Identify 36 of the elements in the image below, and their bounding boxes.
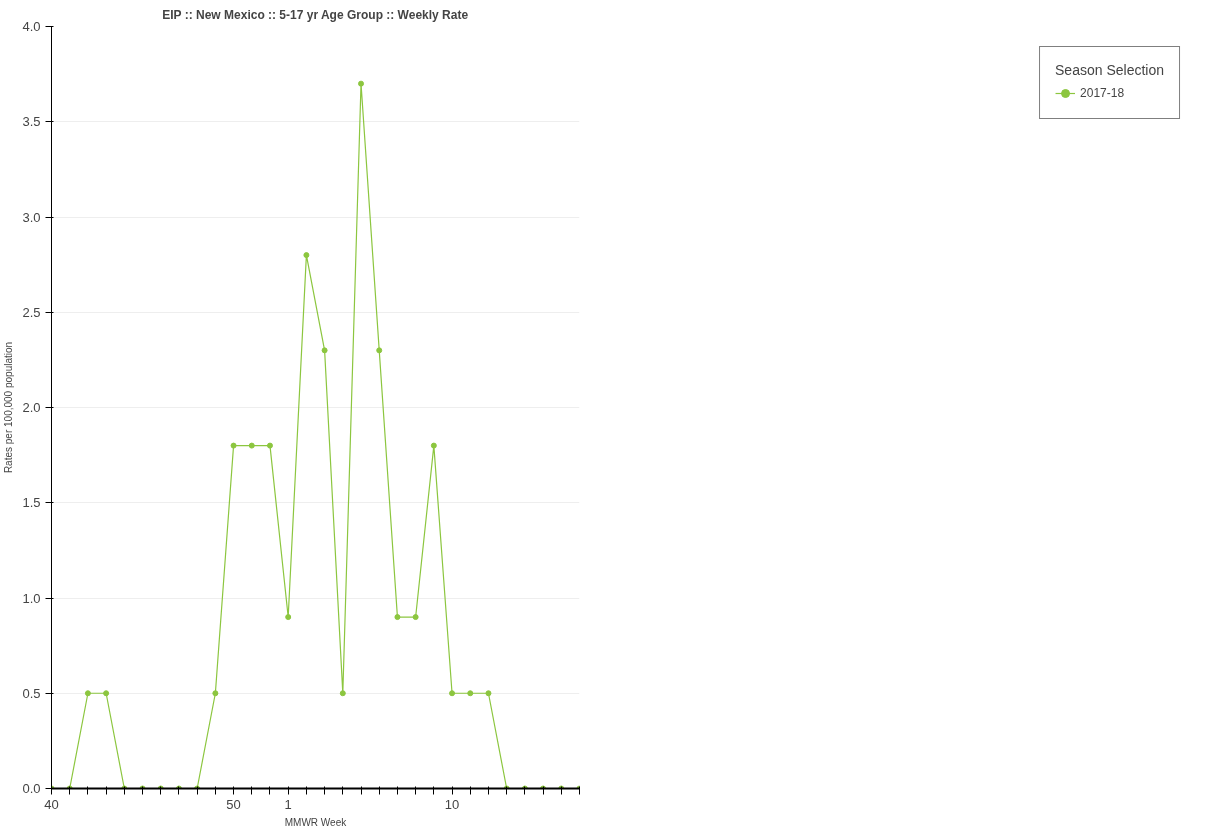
legend-label: 2017-18 [1080,86,1125,100]
x-tick-label: 50 [226,796,241,812]
point [376,347,383,354]
y-tick-label: 4.0 [22,19,41,34]
point [467,690,474,697]
point [321,347,328,354]
point [412,614,419,621]
y-tick-label: 3.5 [22,114,41,130]
point [303,252,310,259]
y-tick-label: 2.0 [22,400,41,415]
y-tick-label: 1.5 [22,495,41,511]
x-axis-title: MMWR Week [284,816,348,828]
chart-title: EIP :: New Mexico :: 5-17 yr Age Group :: Weekly Rate [162,7,469,22]
point [212,690,219,697]
y-tick-label: 2.5 [22,304,41,320]
point [394,614,401,621]
point [285,614,292,621]
point [339,690,346,697]
point [266,442,273,449]
legend-title: Season Selection [1055,62,1164,78]
point [84,690,91,697]
point [248,442,255,449]
x-tick-label: 40 [44,796,59,812]
point [230,442,237,449]
y-tick-label: 0.0 [22,781,41,796]
point [449,690,456,697]
y-axis-title: Rates per 100,000 population [3,341,15,474]
point [485,690,492,697]
x-tick-label: 10 [444,796,460,812]
y-tick-label: 3.0 [22,209,41,225]
point [103,690,110,697]
y-tick-label: 1.0 [22,590,41,606]
x-tick-label: 1 [284,796,292,812]
y-tick-label: 0.5 [22,685,41,701]
point [430,442,437,449]
point [358,80,365,87]
